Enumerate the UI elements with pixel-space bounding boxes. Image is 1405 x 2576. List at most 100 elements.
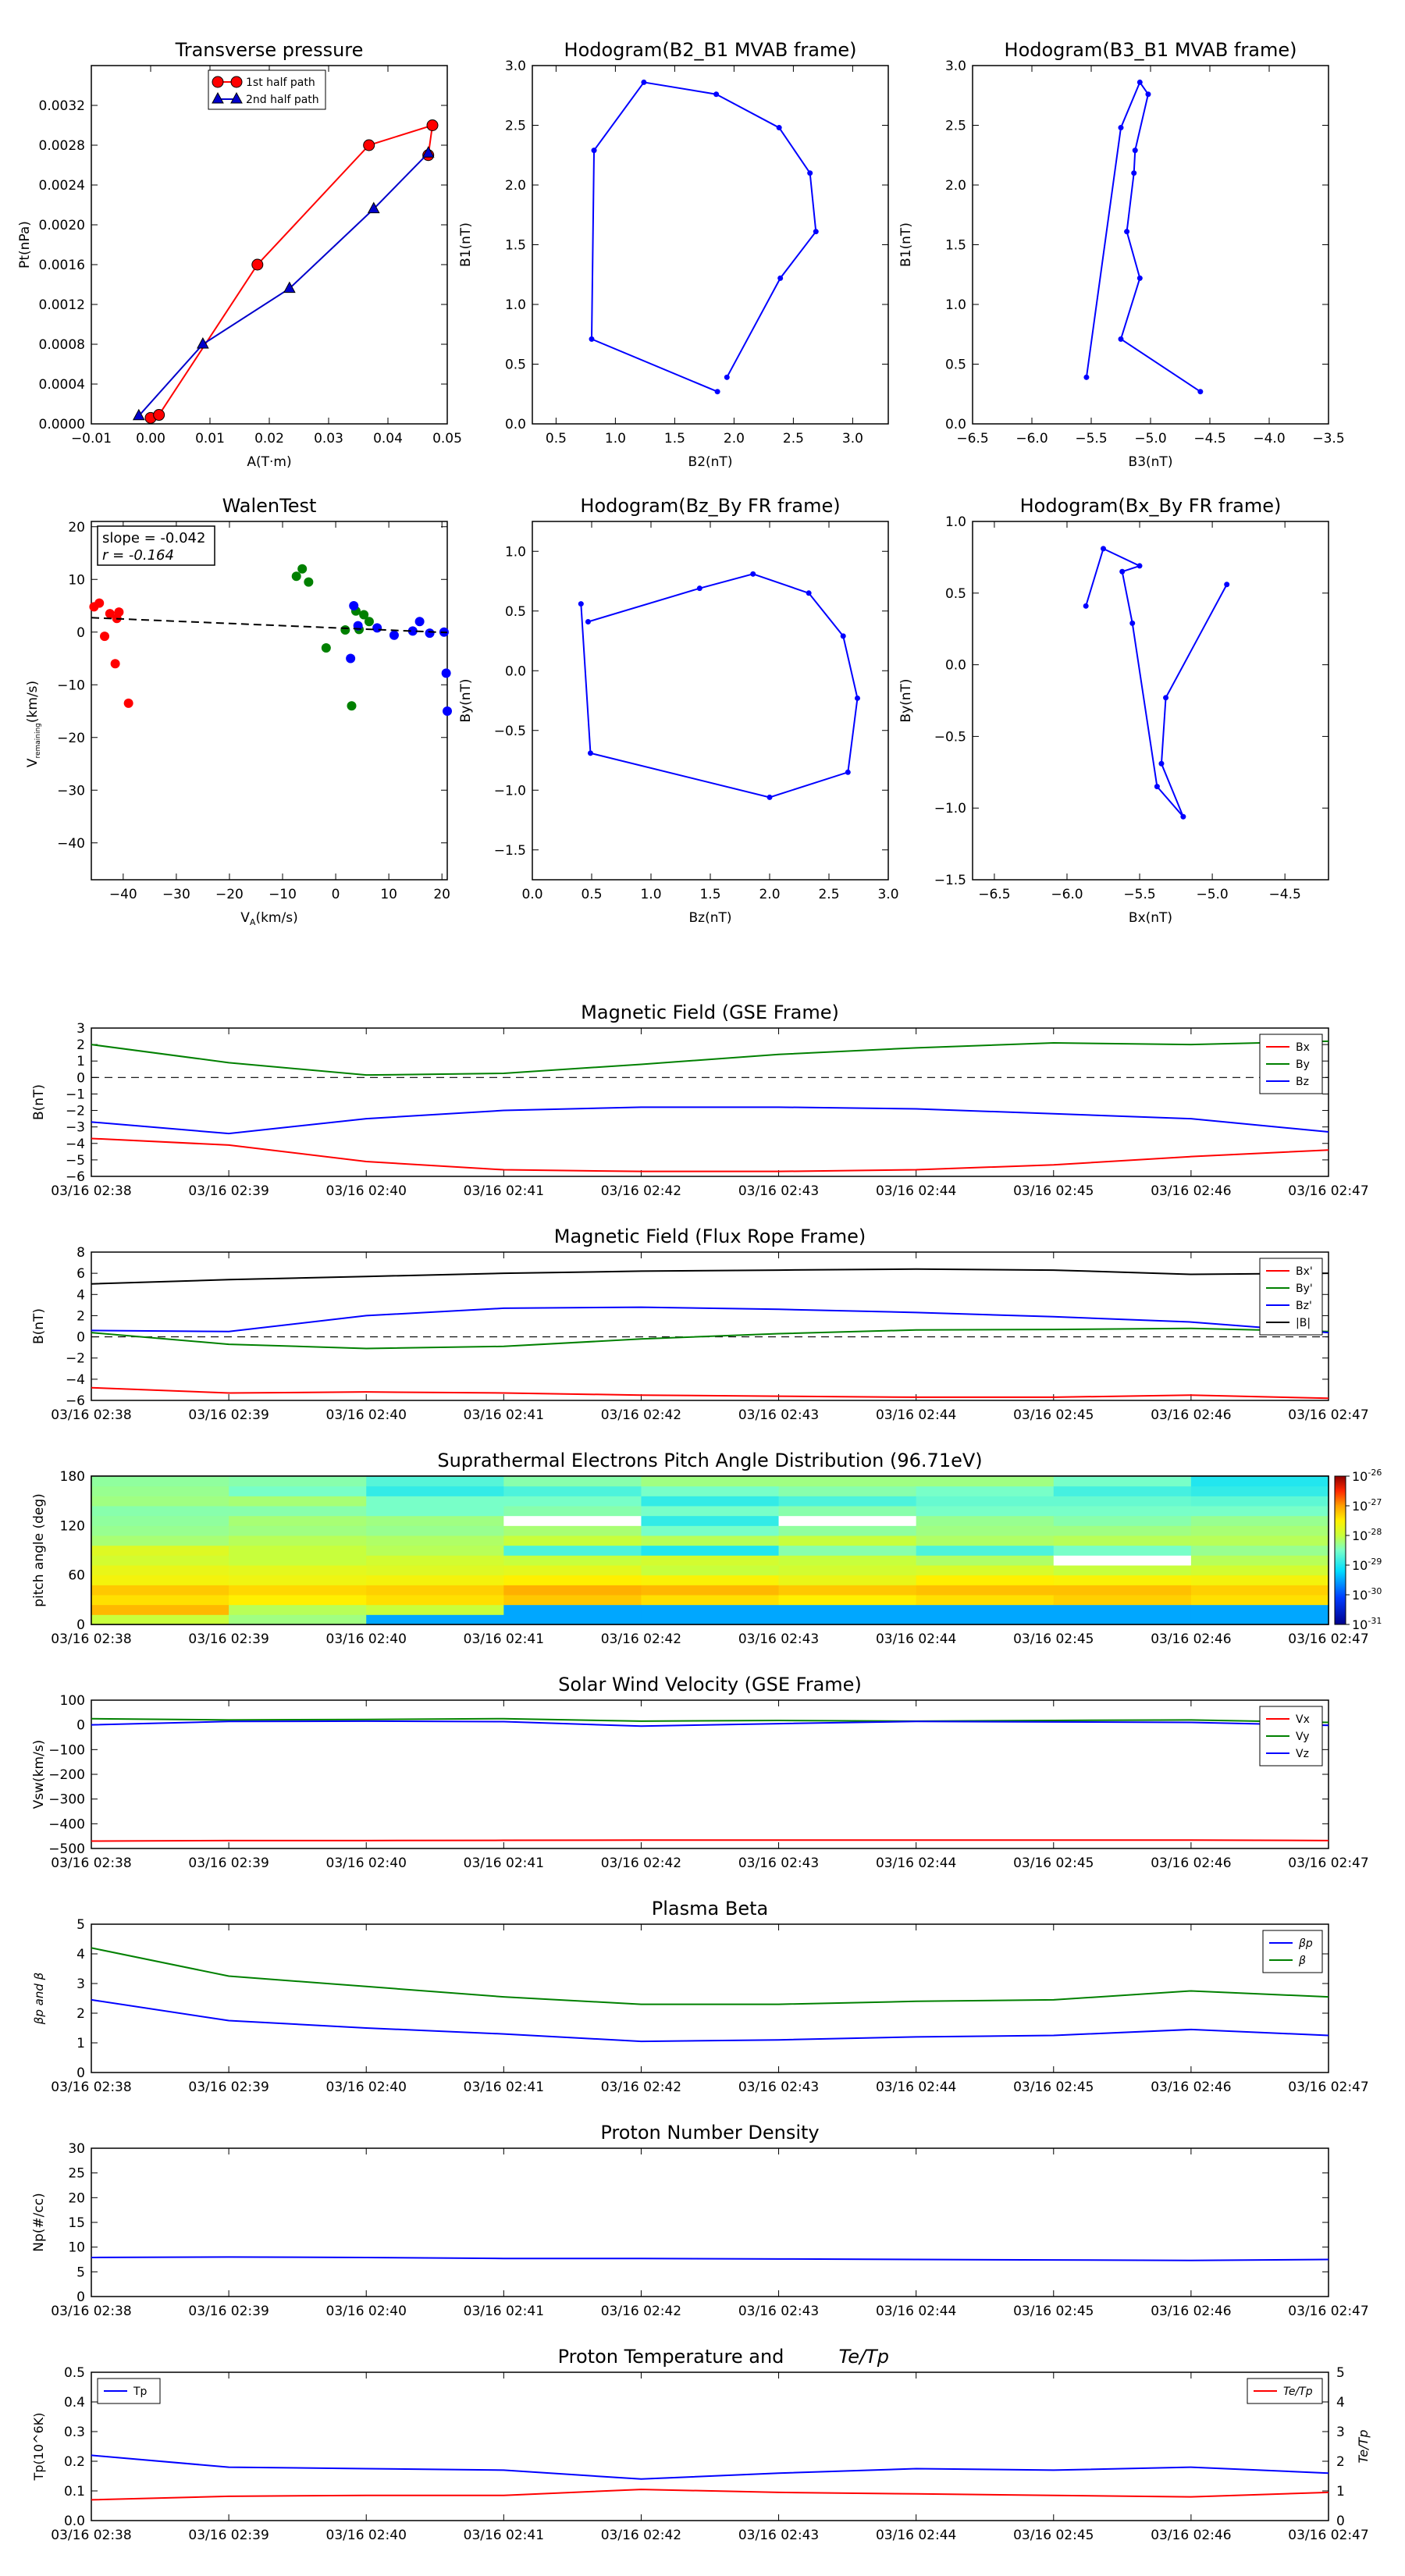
heatmap-cell [229, 1506, 367, 1517]
data-point-h2-0 [1118, 125, 1124, 131]
heatmap-cell [916, 1506, 1055, 1517]
data-point-h3-0 [840, 633, 846, 639]
heatmap-cell [778, 1496, 917, 1507]
data-point-h3-0 [578, 601, 584, 607]
heatmap-cell [1190, 1574, 1329, 1585]
y-tick-label: 8 [76, 1245, 85, 1261]
y-axis-label: B(nT) [31, 1308, 47, 1344]
y-tick-label: 10 [68, 2240, 85, 2256]
heatmap-cell [366, 1555, 504, 1566]
y-tick-label: 0.5 [505, 604, 526, 620]
x-tick-label: −4.5 [1193, 431, 1225, 447]
heatmap-cell [503, 1604, 642, 1615]
time-tick-label: 03/16 02:46 [1151, 2304, 1231, 2319]
legend-label: Vz [1296, 1748, 1309, 1760]
heatmap-cell [641, 1604, 780, 1615]
data-point-h4-0 [1224, 582, 1230, 588]
y-tick-label: 0.2 [64, 2454, 85, 2470]
heatmap-cell [229, 1535, 367, 1546]
time-tick-label: 03/16 02:42 [601, 1856, 681, 1871]
chart-title-tp: Transverse pressure [175, 39, 364, 61]
heatmap-cell [366, 1496, 504, 1507]
heatmap-cell [503, 1535, 642, 1546]
y-tick-label: −1.5 [494, 843, 526, 859]
heatmap-cell [366, 1614, 504, 1625]
data-point-h1-0 [776, 125, 782, 131]
colorbar-tick-exponent: -28 [1368, 1527, 1382, 1537]
series-line-temp-0 [91, 2454, 1329, 2480]
y-tick-label: −1.0 [934, 801, 966, 817]
time-tick-label: 03/16 02:45 [1013, 1631, 1094, 1647]
y-tick-label: −2 [66, 1351, 85, 1367]
x-tick-label: 0.02 [254, 431, 284, 447]
y-tick-label: 0.0004 [39, 377, 85, 393]
legend-box [208, 69, 326, 110]
data-point-h1-0 [724, 374, 730, 380]
y-tick-label: 0.5 [64, 2365, 85, 2381]
time-tick-label: 03/16 02:40 [326, 1856, 407, 1871]
series-line-h2-0 [1085, 80, 1201, 393]
y-tick-label: 0 [76, 625, 85, 641]
x-tick-label: 0.03 [314, 431, 343, 447]
data-point-h1-0 [777, 275, 784, 281]
y-tick-label: 3 [76, 1976, 85, 1992]
heatmap-cell [916, 1595, 1055, 1606]
data-point-walen-0 [114, 607, 124, 617]
data-point-walen-2 [414, 617, 425, 627]
y-tick-label: 6 [76, 1266, 85, 1282]
heatmap-cell [778, 1555, 917, 1566]
y-tick-label: 0.5 [945, 358, 966, 373]
time-tick-label: 03/16 02:39 [188, 1407, 269, 1423]
colorbar-tick-label: 10-30 [1352, 1586, 1382, 1603]
time-tick-label: 03/16 02:45 [1013, 2304, 1094, 2319]
y-tick-label: 1.5 [505, 238, 526, 254]
time-tick-label: 03/16 02:43 [738, 1183, 819, 1199]
chart-title-math: Te/Tp [839, 2346, 889, 2368]
data-point-walen-2 [443, 706, 452, 716]
x-tick-label: 0.00 [136, 431, 165, 447]
data-point-h1-0 [641, 79, 647, 85]
colorbar-tick-label: 10-28 [1352, 1527, 1382, 1543]
heatmap-cell [641, 1485, 780, 1496]
heatmap-cell [1190, 1565, 1329, 1576]
heatmap-cell [778, 1476, 917, 1487]
legend-label: Vy [1296, 1731, 1310, 1743]
x-tick-label: 0.05 [432, 431, 462, 447]
heatmap-cell [778, 1595, 917, 1606]
heatmap-cell [641, 1545, 780, 1556]
data-point-h4-0 [1158, 760, 1165, 767]
right-y-tick-label: 0 [1336, 2514, 1345, 2529]
heatmap-cell [916, 1585, 1055, 1596]
colorbar-tick-exponent: -30 [1368, 1586, 1382, 1596]
heatmap-cell [366, 1485, 504, 1496]
legend-label: By' [1296, 1283, 1313, 1295]
heatmap-cell [229, 1476, 367, 1487]
heatmap-cells [91, 1476, 1329, 1625]
series-line-mag_fr-0 [91, 1386, 1329, 1400]
y-axis-label: B(nT) [31, 1084, 47, 1120]
y-axis-label: By(nT) [898, 678, 914, 722]
time-tick-label: 03/16 02:47 [1288, 1407, 1368, 1423]
series-line-beta-1 [91, 1947, 1329, 2005]
y-tick-label: 0.5 [945, 586, 966, 602]
time-tick-label: 03/16 02:45 [1013, 1856, 1094, 1871]
data-point-tp-0 [251, 258, 264, 271]
heatmap-cell [1053, 1585, 1192, 1596]
time-tick-label: 03/16 02:38 [51, 2304, 131, 2319]
heatmap-cell [229, 1525, 367, 1536]
data-point-tp-0 [426, 119, 439, 131]
time-tick-label: 03/16 02:47 [1288, 1631, 1368, 1647]
y-tick-label: 2.5 [505, 119, 526, 134]
y-tick-label: 3.0 [505, 59, 526, 74]
heatmap-cell [1053, 1476, 1192, 1487]
x-tick-label: 1.0 [640, 887, 661, 902]
time-tick-label: 03/16 02:43 [738, 2304, 819, 2319]
data-point-walen-1 [340, 625, 350, 635]
time-tick-label: 03/16 02:45 [1013, 1183, 1094, 1199]
x-tick-label: 2.0 [759, 887, 780, 902]
heatmap-cell [1190, 1485, 1329, 1496]
time-tick-label: 03/16 02:46 [1151, 2528, 1231, 2543]
time-tick-label: 03/16 02:44 [876, 2080, 956, 2095]
heatmap-cell [503, 1595, 642, 1606]
